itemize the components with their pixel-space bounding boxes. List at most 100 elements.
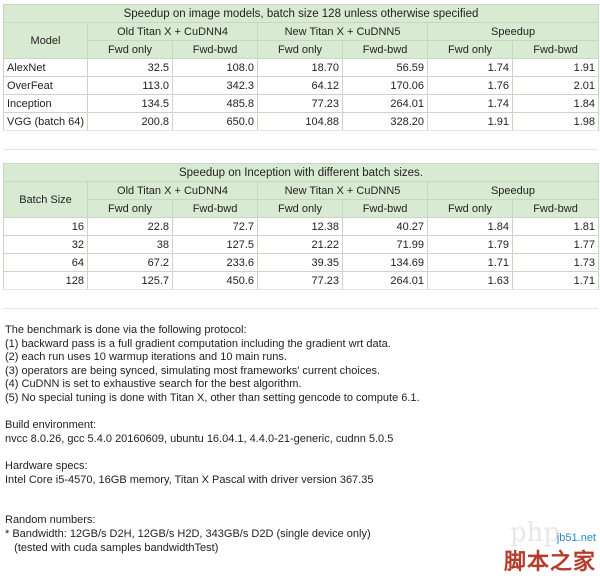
data-cell: 1.84 — [427, 217, 513, 236]
row-label: 64 — [3, 253, 88, 272]
data-cell: 77.23 — [257, 94, 344, 113]
row-label: 128 — [3, 271, 88, 290]
data-cell: 108.0 — [172, 58, 259, 77]
column-header-model: Model — [2, 22, 89, 59]
build-heading: Build environment: — [5, 419, 97, 432]
subheader: Fwd-bwd — [342, 199, 428, 218]
random-heading: Random numbers: — [5, 514, 96, 527]
data-cell: 39.35 — [257, 253, 343, 272]
data-cell: 72.7 — [172, 217, 258, 236]
data-cell: 264.01 — [342, 271, 428, 290]
subheader: Fwd only — [257, 40, 344, 59]
hardware-heading: Hardware specs: — [5, 459, 88, 472]
data-cell: 18.70 — [257, 58, 344, 77]
group-header: Old Titan X + CuDNN4 — [87, 181, 258, 200]
data-cell: 12.38 — [257, 217, 343, 236]
site-watermark: jb51.net 脚本之家 — [504, 532, 596, 576]
data-cell: 264.01 — [342, 94, 429, 113]
data-cell: 127.5 — [172, 235, 258, 254]
random-line: * Bandwidth: 12GB/s D2H, 12GB/s H2D, 343… — [5, 527, 371, 540]
data-cell: 328.20 — [342, 112, 429, 131]
image-models-table: Speedup on image models, batch size 128 … — [2, 4, 600, 131]
row-label: 16 — [3, 217, 88, 236]
subheader: Fwd only — [87, 199, 173, 218]
row-label: Inception — [2, 94, 89, 113]
subheader: Fwd-bwd — [512, 40, 600, 59]
subheader: Fwd only — [257, 199, 343, 218]
data-cell: 1.91 — [512, 58, 600, 77]
protocol-line: (3) operators are being synced, simulati… — [5, 364, 381, 377]
data-cell: 170.06 — [342, 76, 429, 95]
protocol-line: (1) backward pass is a full gradient com… — [5, 337, 391, 350]
faint-watermark: php — [509, 518, 560, 548]
row-label: AlexNet — [2, 58, 89, 77]
data-cell: 1.81 — [512, 217, 599, 236]
data-cell: 2.01 — [512, 76, 600, 95]
table-row: 64 67.2 233.6 39.35 134.69 1.71 1.73 — [3, 253, 599, 272]
data-cell: 1.77 — [512, 235, 599, 254]
hardware-line: Intel Core i5-4570, 16GB memory, Titan X… — [5, 473, 374, 486]
spacer — [5, 446, 585, 460]
spacer — [5, 501, 585, 515]
data-cell: 1.71 — [512, 271, 599, 290]
data-cell: 450.6 — [172, 271, 258, 290]
table-row: VGG (batch 64) 200.8 650.0 104.88 328.20… — [2, 112, 600, 131]
data-cell: 32.5 — [87, 58, 174, 77]
spacer — [5, 487, 585, 501]
subheader: Fwd-bwd — [342, 40, 429, 59]
group-header: Speedup — [427, 181, 599, 200]
table-row: OverFeat 113.0 342.3 64.12 170.06 1.76 2… — [2, 76, 600, 95]
data-cell: 125.7 — [87, 271, 173, 290]
table-row: Inception 134.5 485.8 77.23 264.01 1.74 … — [2, 94, 600, 113]
row-label: VGG (batch 64) — [2, 112, 89, 131]
group-header: Old Titan X + CuDNN4 — [87, 22, 259, 41]
table-row: 128 125.7 450.6 77.23 264.01 1.63 1.71 — [3, 271, 599, 290]
data-cell: 1.73 — [512, 253, 599, 272]
group-header: New Titan X + CuDNN5 — [257, 181, 428, 200]
row-label: OverFeat — [2, 76, 89, 95]
data-cell: 650.0 — [172, 112, 259, 131]
data-cell: 67.2 — [87, 253, 173, 272]
data-cell: 342.3 — [172, 76, 259, 95]
empty-grid-rows — [3, 130, 598, 162]
data-cell: 113.0 — [87, 76, 174, 95]
data-cell: 200.8 — [87, 112, 174, 131]
data-cell: 1.63 — [427, 271, 513, 290]
row-label: 32 — [3, 235, 88, 254]
data-cell: 134.69 — [342, 253, 428, 272]
column-header-batch-size: Batch Size — [3, 181, 88, 218]
random-line: (tested with cuda samples bandwidthTest) — [5, 541, 219, 554]
group-header: New Titan X + CuDNN5 — [257, 22, 429, 41]
benchmark-notes: The benchmark is done via the following … — [5, 324, 585, 555]
data-cell: 1.71 — [427, 253, 513, 272]
table-row: 16 22.8 72.7 12.38 40.27 1.84 1.81 — [3, 217, 599, 236]
subheader: Fwd-bwd — [172, 199, 258, 218]
table-title: Speedup on image models, batch size 128 … — [2, 4, 600, 23]
data-cell: 38 — [87, 235, 173, 254]
table-row: AlexNet 32.5 108.0 18.70 56.59 1.74 1.91 — [2, 58, 600, 77]
data-cell: 1.84 — [512, 94, 600, 113]
data-cell: 134.5 — [87, 94, 174, 113]
spacer — [5, 406, 585, 420]
watermark-url: jb51.net — [556, 532, 596, 544]
data-cell: 104.88 — [257, 112, 344, 131]
table-row: 32 38 127.5 21.22 71.99 1.79 1.77 — [3, 235, 599, 254]
data-cell: 21.22 — [257, 235, 343, 254]
data-cell: 1.74 — [427, 58, 514, 77]
data-cell: 1.74 — [427, 94, 514, 113]
protocol-line: (2) each run uses 10 warmup iterations a… — [5, 351, 287, 364]
batch-size-table: Speedup on Inception with different batc… — [3, 163, 599, 290]
protocol-heading: The benchmark is done via the following … — [5, 324, 247, 336]
subheader: Fwd-bwd — [512, 199, 599, 218]
protocol-line: (4) CuDNN is set to exhaustive search fo… — [5, 378, 302, 391]
data-cell: 1.76 — [427, 76, 514, 95]
group-header: Speedup — [427, 22, 600, 41]
data-cell: 56.59 — [342, 58, 429, 77]
data-cell: 485.8 — [172, 94, 259, 113]
data-cell: 22.8 — [87, 217, 173, 236]
data-cell: 71.99 — [342, 235, 428, 254]
data-cell: 1.98 — [512, 112, 600, 131]
data-cell: 64.12 — [257, 76, 344, 95]
table-title: Speedup on Inception with different batc… — [3, 163, 599, 182]
